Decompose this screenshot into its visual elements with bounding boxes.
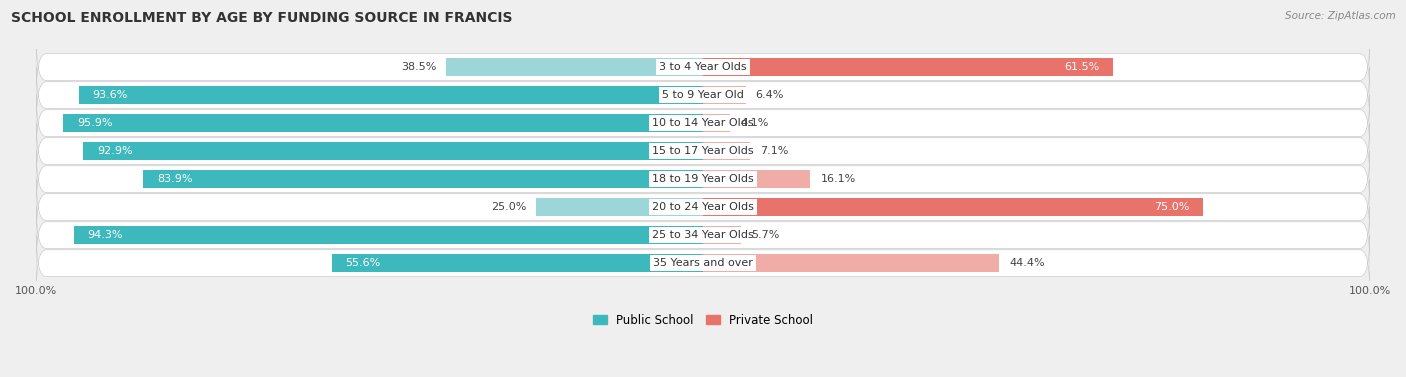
Bar	[63, 114, 703, 132]
Text: 35 Years and over: 35 Years and over	[652, 258, 754, 268]
Text: 4.1%: 4.1%	[741, 118, 769, 128]
Text: 92.9%: 92.9%	[97, 146, 132, 156]
Text: 5.7%: 5.7%	[751, 230, 779, 240]
Text: 10 to 14 Year Olds: 10 to 14 Year Olds	[652, 118, 754, 128]
FancyBboxPatch shape	[37, 179, 1369, 236]
Bar	[703, 86, 745, 104]
Text: 25.0%: 25.0%	[491, 202, 526, 212]
Legend: Public School, Private School: Public School, Private School	[593, 314, 813, 326]
Bar	[703, 226, 741, 244]
FancyBboxPatch shape	[37, 95, 1369, 152]
Text: 18 to 19 Year Olds: 18 to 19 Year Olds	[652, 174, 754, 184]
FancyBboxPatch shape	[37, 234, 1369, 292]
Text: 16.1%: 16.1%	[820, 174, 856, 184]
Text: Source: ZipAtlas.com: Source: ZipAtlas.com	[1285, 11, 1396, 21]
Text: SCHOOL ENROLLMENT BY AGE BY FUNDING SOURCE IN FRANCIS: SCHOOL ENROLLMENT BY AGE BY FUNDING SOUR…	[11, 11, 513, 25]
Text: 61.5%: 61.5%	[1064, 62, 1099, 72]
Bar	[143, 170, 703, 188]
Text: 75.0%: 75.0%	[1154, 202, 1189, 212]
Bar	[703, 170, 810, 188]
Text: 25 to 34 Year Olds: 25 to 34 Year Olds	[652, 230, 754, 240]
Bar	[703, 114, 730, 132]
Text: 94.3%: 94.3%	[87, 230, 122, 240]
Bar	[332, 254, 703, 272]
Text: 44.4%: 44.4%	[1010, 258, 1045, 268]
Bar	[703, 58, 1114, 76]
Text: 15 to 17 Year Olds: 15 to 17 Year Olds	[652, 146, 754, 156]
Bar	[446, 58, 703, 76]
FancyBboxPatch shape	[37, 207, 1369, 264]
Bar	[703, 254, 1000, 272]
Bar	[79, 86, 703, 104]
Text: 5 to 9 Year Old: 5 to 9 Year Old	[662, 90, 744, 100]
Bar	[703, 142, 751, 160]
FancyBboxPatch shape	[37, 123, 1369, 180]
Bar	[536, 198, 703, 216]
Bar	[75, 226, 703, 244]
Text: 7.1%: 7.1%	[761, 146, 789, 156]
Text: 93.6%: 93.6%	[93, 90, 128, 100]
Text: 3 to 4 Year Olds: 3 to 4 Year Olds	[659, 62, 747, 72]
Text: 83.9%: 83.9%	[157, 174, 193, 184]
Text: 95.9%: 95.9%	[77, 118, 112, 128]
Text: 6.4%: 6.4%	[755, 90, 785, 100]
FancyBboxPatch shape	[37, 67, 1369, 124]
Text: 20 to 24 Year Olds: 20 to 24 Year Olds	[652, 202, 754, 212]
Text: 55.6%: 55.6%	[346, 258, 381, 268]
Bar	[703, 198, 1204, 216]
FancyBboxPatch shape	[37, 150, 1369, 208]
Bar	[83, 142, 703, 160]
Text: 38.5%: 38.5%	[401, 62, 436, 72]
FancyBboxPatch shape	[37, 38, 1369, 96]
